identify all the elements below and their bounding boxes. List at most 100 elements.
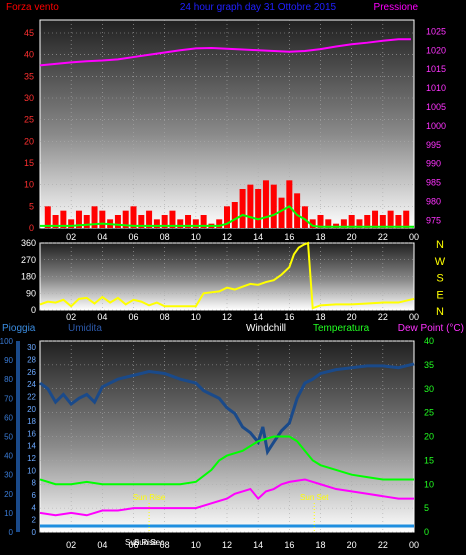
y-tick-humidity: 10 — [4, 509, 13, 518]
y-tick-humidity: 80 — [4, 375, 13, 384]
y-tick-right-p1: 1020 — [426, 45, 446, 55]
x-tick-label-p2: 02 — [66, 312, 76, 322]
x-tick-label-p2: 20 — [347, 312, 357, 322]
y-tick-right-p3: 35 — [424, 360, 434, 370]
y-tick-humidity: 40 — [4, 452, 13, 461]
humidity-line — [39, 362, 415, 456]
x-tick-label-p3: 12 — [222, 540, 232, 550]
wind-bar — [325, 219, 332, 228]
humidity-scale-bar — [16, 341, 20, 532]
y-tick-right-p1: 1025 — [426, 26, 446, 36]
wind-bar — [52, 215, 59, 228]
x-tick-label-p2: 18 — [315, 312, 325, 322]
wind-bar — [146, 210, 153, 228]
x-tick-label-p2: 16 — [284, 312, 294, 322]
wind-bar — [169, 210, 176, 228]
y-tick-left-p1: 10 — [24, 180, 34, 190]
y-tick-left-p2: 270 — [21, 255, 36, 265]
x-tick-label-p3: 16 — [284, 540, 294, 550]
y-tick-rain: 0 — [32, 528, 37, 537]
x-tick-label-p3: 10 — [191, 540, 201, 550]
wind-bar — [75, 210, 82, 228]
y-tick-left-p1: 0 — [29, 223, 34, 233]
wind-bar — [379, 215, 386, 228]
x-tick-label-p2: 04 — [97, 312, 107, 322]
y-tick-rain: 4 — [32, 503, 37, 512]
compass-label-n: N — [436, 239, 444, 251]
x-tick-label-p3: 22 — [378, 540, 388, 550]
chart-title: 24 hour graph day 31 Ottobre 2015 — [180, 2, 337, 13]
y-tick-right-p3: 15 — [424, 455, 434, 465]
y-tick-left-p1: 45 — [24, 28, 34, 38]
rain-label: Pioggia — [2, 323, 36, 334]
compass-label-n: N — [436, 306, 444, 318]
y-tick-right-p1: 1005 — [426, 102, 446, 112]
x-tick-label-p3: 04 — [97, 540, 107, 550]
y-tick-left-p1: 35 — [24, 71, 34, 81]
wind-bar — [91, 206, 98, 228]
x-tick-label-p1: 00 — [409, 232, 419, 242]
wind-bar — [403, 210, 410, 228]
wind-bar — [114, 215, 121, 228]
x-tick-label-p2: 00 — [409, 312, 419, 322]
y-tick-left-p1: 30 — [24, 93, 34, 103]
wind-bar — [286, 180, 293, 228]
temperature-label: Temperatura — [313, 323, 370, 334]
x-tick-label-p3: 18 — [315, 540, 325, 550]
y-tick-humidity: 50 — [4, 433, 13, 442]
x-tick-label-p1: 06 — [128, 232, 138, 242]
wind-bar — [231, 202, 238, 228]
y-tick-left-p2: 90 — [26, 288, 36, 298]
wind-bar — [130, 206, 137, 228]
wind-bar — [200, 215, 207, 228]
sunrise-bottom-label: Sun Rise — [125, 538, 158, 547]
wind-bar — [247, 184, 254, 228]
plot-area-2 — [40, 243, 414, 310]
y-tick-left-p2: 0 — [31, 305, 36, 315]
wind-bar — [185, 215, 192, 228]
wind-bar — [255, 189, 262, 228]
y-tick-humidity: 30 — [4, 471, 13, 480]
y-tick-rain: 22 — [27, 392, 36, 401]
x-tick-label-p3: 02 — [66, 540, 76, 550]
y-tick-humidity: 20 — [4, 490, 13, 499]
y-tick-rain: 24 — [27, 380, 36, 389]
y-tick-rain: 18 — [27, 417, 36, 426]
wind-bar — [372, 210, 379, 228]
wind-bar — [192, 219, 199, 228]
temperature-line — [39, 435, 414, 486]
x-tick-label-p2: 08 — [160, 312, 170, 322]
wind-avg-line — [40, 205, 414, 228]
y-tick-right-p1: 985 — [426, 178, 441, 188]
wind-bar — [262, 180, 269, 228]
sunrise-label: Sun Rise — [133, 493, 166, 502]
y-tick-rain: 28 — [27, 355, 36, 364]
x-tick-label-p3: 08 — [160, 540, 170, 550]
y-tick-right-p3: 30 — [424, 384, 434, 394]
y-tick-rain: 16 — [27, 429, 36, 438]
sunset-bottom-label: Sun Sec — [134, 538, 164, 547]
y-tick-left-p1: 40 — [24, 50, 34, 60]
y-tick-right-p1: 1000 — [426, 121, 446, 131]
x-tick-label-p2: 22 — [378, 312, 388, 322]
wind-bar — [60, 210, 67, 228]
wind-bar — [270, 184, 277, 228]
wind-bar — [153, 219, 160, 228]
x-tick-label-p2: 10 — [191, 312, 201, 322]
y-tick-right-p3: 20 — [424, 432, 434, 442]
y-tick-right-p1: 1015 — [426, 64, 446, 74]
wind-bar — [99, 210, 106, 228]
wind-bar — [348, 215, 355, 228]
x-tick-label-p3: 00 — [409, 540, 419, 550]
wind-bar — [294, 193, 301, 228]
wind-bar — [278, 197, 285, 228]
wind-bar — [44, 206, 51, 228]
wind-bar — [138, 215, 145, 228]
wind-bar — [356, 219, 363, 228]
y-tick-right-p3: 25 — [424, 408, 434, 418]
wind-bar — [224, 206, 230, 228]
y-tick-right-p1: 995 — [426, 140, 441, 150]
wind-bar — [161, 215, 168, 228]
wind-bar — [340, 219, 347, 228]
